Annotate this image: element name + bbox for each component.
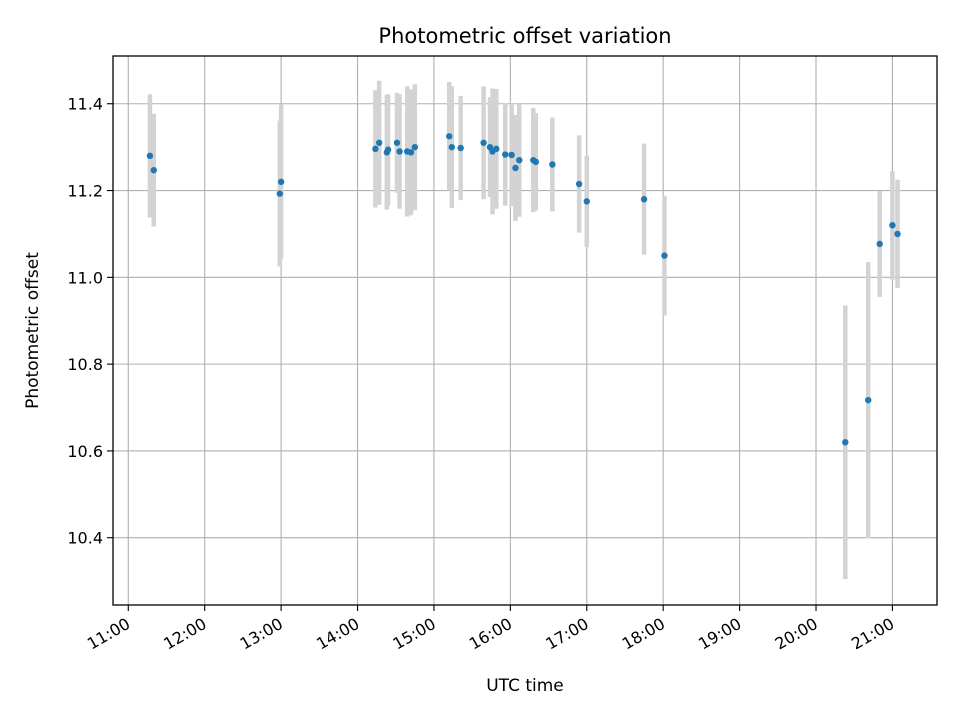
data-point: [480, 139, 487, 146]
data-point: [150, 166, 157, 174]
data-point: [889, 222, 896, 229]
data-point: [393, 139, 401, 146]
data-point: [512, 164, 519, 172]
chart-title: Photometric offset variation: [378, 24, 671, 48]
data-point: [516, 156, 523, 164]
y-tick-label: 11.2: [67, 182, 103, 201]
data-points: [146, 133, 901, 446]
data-point: [876, 240, 883, 248]
data-point: [502, 151, 509, 158]
data-point: [532, 158, 540, 166]
data-point: [894, 230, 901, 238]
data-point: [375, 139, 383, 146]
data-point: [583, 198, 590, 205]
data-point: [575, 180, 583, 188]
data-point: [277, 178, 285, 186]
data-point: [457, 144, 464, 152]
data-point: [493, 145, 500, 153]
data-point: [372, 145, 379, 153]
data-point: [146, 152, 154, 160]
data-point: [661, 252, 668, 259]
data-point: [508, 151, 515, 159]
data-point: [865, 396, 872, 404]
y-axis-ticks: 10.4 10.6 10.8 11.0 11.2 11.4: [67, 95, 113, 548]
data-point: [448, 143, 455, 151]
y-tick-label: 10.8: [67, 355, 103, 374]
data-point: [842, 439, 849, 446]
data-point: [411, 143, 419, 151]
x-axis-label: UTC time: [486, 676, 564, 696]
data-point: [276, 190, 284, 197]
data-point: [446, 133, 453, 140]
data-point: [396, 148, 403, 155]
data-point: [407, 149, 415, 156]
y-tick-label: 10.4: [67, 529, 103, 548]
y-tick-label: 11.4: [67, 95, 103, 114]
y-axis-label: Photometric offset: [23, 252, 43, 409]
data-point: [640, 196, 648, 203]
plot-frame: [112, 55, 938, 606]
y-tick-label: 10.6: [67, 442, 103, 461]
data-point: [384, 146, 392, 153]
data-point: [549, 161, 556, 168]
y-tick-label: 11.0: [67, 268, 103, 287]
